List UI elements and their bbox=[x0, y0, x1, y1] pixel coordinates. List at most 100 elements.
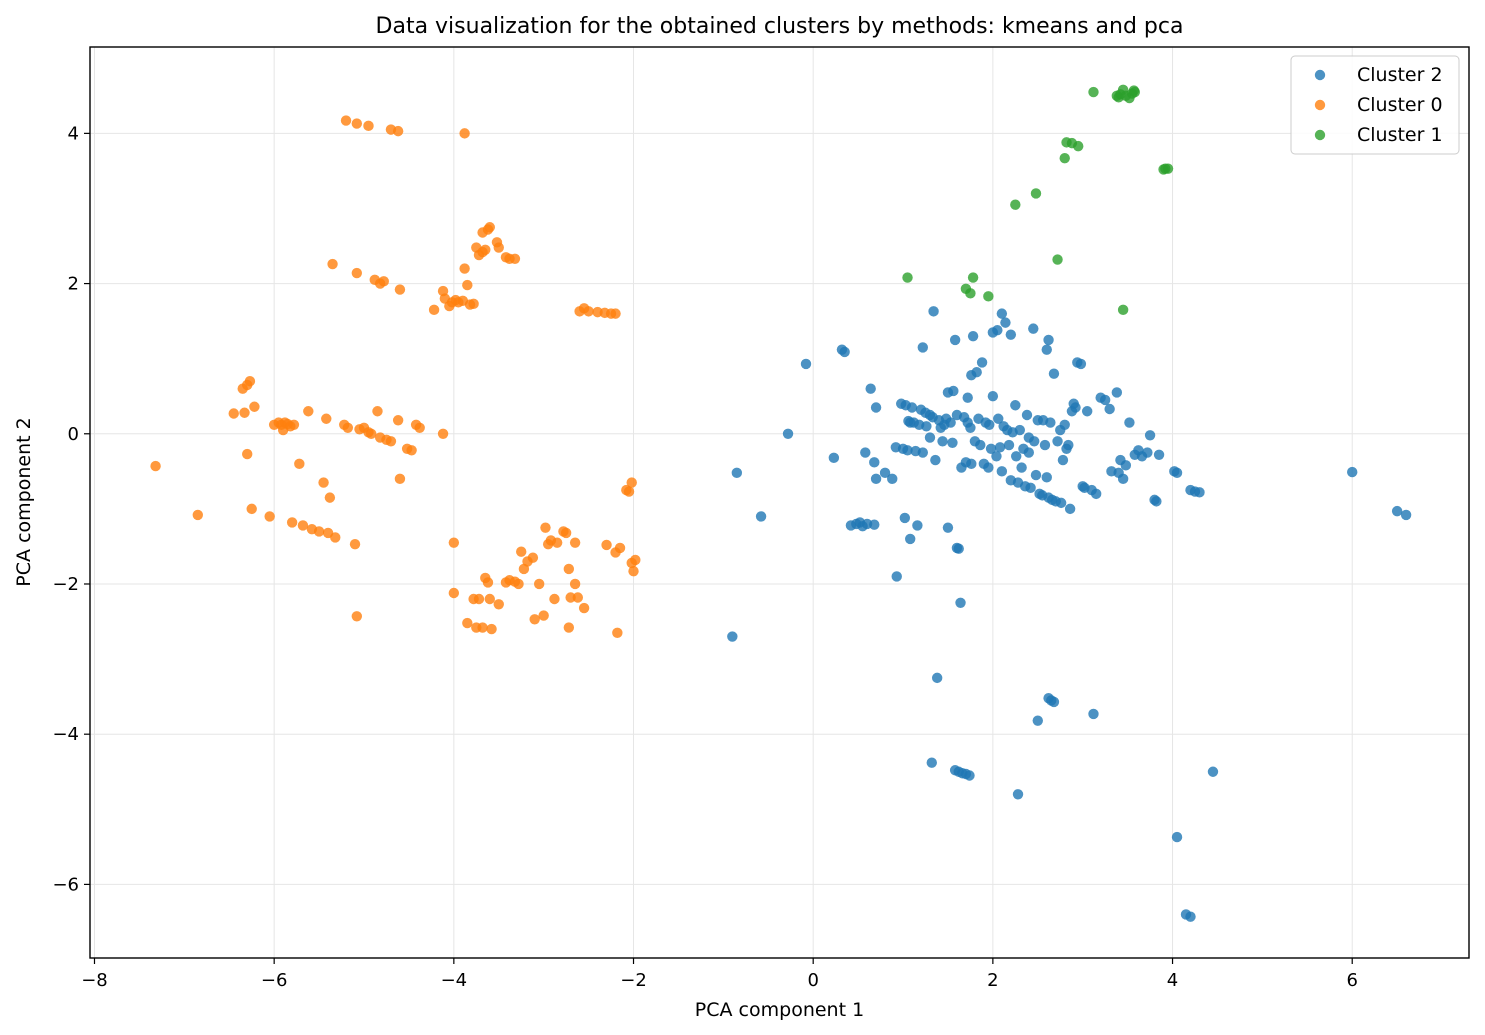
data-point bbox=[484, 222, 495, 233]
data-point bbox=[477, 622, 488, 633]
data-point bbox=[1088, 708, 1099, 720]
data-point bbox=[1400, 509, 1412, 521]
data-point bbox=[1021, 409, 1033, 421]
data-point bbox=[351, 118, 363, 129]
data-point bbox=[1012, 789, 1024, 800]
data-point bbox=[288, 419, 300, 430]
data-point bbox=[448, 587, 460, 599]
data-point bbox=[394, 473, 406, 485]
series-cluster-2 bbox=[727, 306, 1412, 922]
data-point bbox=[468, 298, 479, 310]
data-point bbox=[1391, 505, 1403, 517]
data-point bbox=[1104, 403, 1115, 415]
data-point bbox=[486, 623, 497, 635]
data-point bbox=[1347, 466, 1358, 478]
data-point bbox=[924, 432, 936, 443]
data-point bbox=[926, 757, 937, 768]
data-point bbox=[993, 413, 1004, 424]
data-point bbox=[967, 272, 979, 283]
data-point bbox=[1005, 329, 1017, 340]
data-point bbox=[1055, 497, 1067, 509]
data-point bbox=[1045, 417, 1056, 428]
data-point bbox=[484, 593, 495, 605]
data-point bbox=[930, 454, 941, 466]
data-point bbox=[1030, 469, 1042, 481]
data-point bbox=[1041, 344, 1052, 355]
data-point bbox=[239, 407, 250, 418]
data-point bbox=[1041, 472, 1052, 483]
data-point bbox=[912, 520, 923, 531]
data-point bbox=[991, 451, 1002, 462]
data-point bbox=[327, 258, 338, 270]
data-point bbox=[1063, 439, 1074, 451]
legend-marker bbox=[1314, 129, 1326, 141]
data-point bbox=[482, 577, 494, 588]
data-point bbox=[324, 492, 336, 503]
data-point bbox=[937, 436, 948, 447]
data-point bbox=[610, 308, 621, 319]
data-point bbox=[563, 563, 575, 575]
data-point bbox=[394, 284, 406, 295]
data-point bbox=[949, 334, 961, 346]
data-point bbox=[1000, 317, 1011, 328]
axis-ticks: −8 −6 −4 −2 0 2 4 6 −6 −4 −2 0 2 4 bbox=[52, 123, 1357, 991]
data-point bbox=[297, 520, 309, 531]
data-point bbox=[392, 125, 404, 137]
data-point bbox=[839, 346, 850, 358]
data-point bbox=[870, 473, 882, 485]
data-point bbox=[800, 358, 812, 370]
y-tick-label: −4 bbox=[52, 724, 79, 745]
data-point bbox=[1016, 462, 1027, 473]
data-point bbox=[1185, 911, 1196, 922]
data-point bbox=[342, 422, 354, 433]
data-point bbox=[1057, 454, 1069, 466]
data-point bbox=[192, 509, 204, 521]
x-tick-label: 6 bbox=[1346, 970, 1357, 991]
data-point bbox=[1048, 696, 1060, 708]
data-point bbox=[731, 467, 743, 479]
x-tick-label: 2 bbox=[987, 970, 998, 991]
data-point bbox=[994, 442, 1006, 453]
data-point bbox=[1142, 447, 1153, 458]
data-point bbox=[1028, 323, 1039, 334]
data-point bbox=[513, 578, 524, 590]
data-point bbox=[953, 543, 964, 554]
data-point bbox=[459, 263, 470, 274]
data-point bbox=[321, 413, 332, 424]
data-point bbox=[1028, 436, 1040, 447]
data-point bbox=[1030, 188, 1042, 199]
data-point bbox=[987, 391, 999, 402]
data-point bbox=[1075, 358, 1087, 370]
x-tick-label: −2 bbox=[620, 970, 647, 991]
data-point bbox=[365, 428, 377, 439]
data-point bbox=[948, 385, 959, 397]
data-point bbox=[516, 546, 527, 557]
data-point bbox=[1117, 304, 1129, 316]
data-point bbox=[242, 448, 253, 460]
data-point bbox=[965, 422, 976, 433]
data-point bbox=[1059, 419, 1070, 430]
data-point bbox=[569, 578, 581, 590]
data-point bbox=[1162, 163, 1174, 174]
data-point bbox=[340, 115, 352, 126]
data-point bbox=[955, 597, 966, 608]
data-point bbox=[928, 306, 939, 317]
data-point bbox=[1011, 451, 1022, 462]
data-point bbox=[983, 462, 994, 473]
data-point bbox=[462, 279, 473, 291]
data-point bbox=[1111, 387, 1123, 398]
data-point bbox=[286, 517, 298, 528]
data-point bbox=[975, 439, 986, 451]
data-point bbox=[1090, 488, 1102, 500]
data-point bbox=[538, 610, 549, 621]
data-point bbox=[891, 571, 902, 582]
series-cluster-1 bbox=[902, 84, 1174, 316]
data-point bbox=[549, 593, 560, 605]
data-point bbox=[385, 436, 397, 447]
data-point bbox=[921, 421, 932, 432]
data-point bbox=[459, 128, 470, 139]
legend-label: Cluster 2 bbox=[1357, 64, 1443, 86]
data-point bbox=[828, 452, 840, 464]
data-point bbox=[906, 402, 918, 413]
